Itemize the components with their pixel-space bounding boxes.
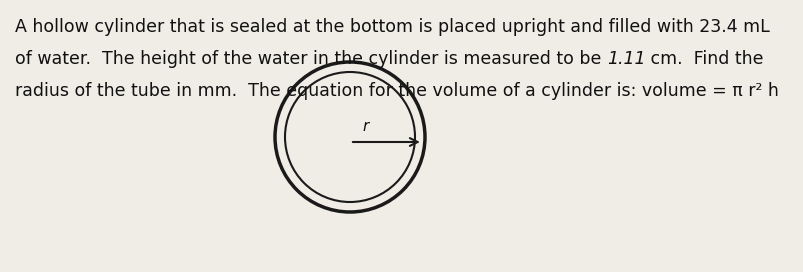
Text: of water.  The height of the water in the cylinder is measured to be: of water. The height of the water in the… xyxy=(15,50,606,68)
Text: 1.11: 1.11 xyxy=(606,50,645,68)
Text: A hollow cylinder that is sealed at the bottom is placed upright and filled with: A hollow cylinder that is sealed at the … xyxy=(15,18,768,36)
Text: radius of the tube in mm.  The equation for the volume of a cylinder is: volume : radius of the tube in mm. The equation f… xyxy=(15,82,778,100)
Text: 1.11: 1.11 xyxy=(606,50,645,68)
Text: of water.  The height of the water in the cylinder is measured to be: of water. The height of the water in the… xyxy=(15,50,606,68)
Text: cm.  Find the: cm. Find the xyxy=(645,50,763,68)
Text: r: r xyxy=(361,119,368,134)
